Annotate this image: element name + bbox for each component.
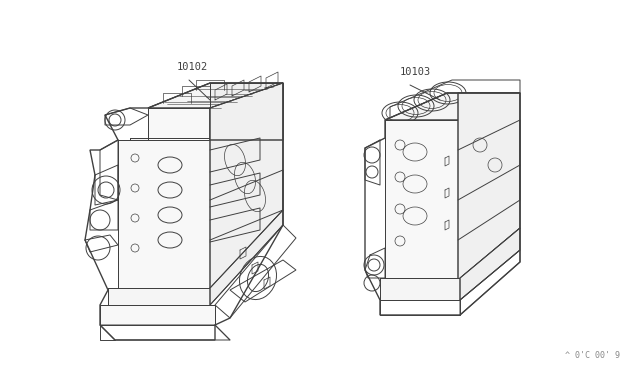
Polygon shape [380, 278, 460, 300]
Polygon shape [460, 228, 520, 300]
Polygon shape [210, 83, 283, 108]
Polygon shape [458, 93, 520, 280]
Polygon shape [100, 305, 215, 325]
Text: 10102: 10102 [177, 62, 208, 72]
Polygon shape [148, 83, 283, 108]
Polygon shape [108, 288, 210, 305]
Polygon shape [148, 108, 210, 138]
Text: 10103: 10103 [400, 67, 431, 77]
Polygon shape [130, 138, 148, 182]
Polygon shape [210, 83, 283, 290]
Text: ^ 0'C 00' 9: ^ 0'C 00' 9 [565, 351, 620, 360]
Polygon shape [210, 210, 283, 305]
Polygon shape [385, 93, 520, 120]
Polygon shape [210, 83, 283, 140]
Polygon shape [385, 120, 458, 280]
Polygon shape [118, 140, 210, 290]
